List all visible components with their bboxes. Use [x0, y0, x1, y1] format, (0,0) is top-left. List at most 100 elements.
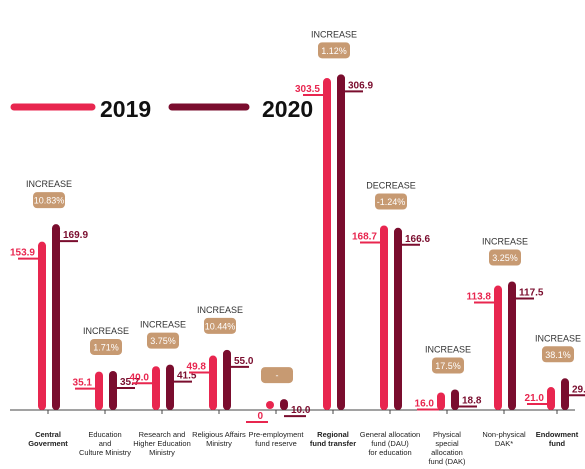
bar-group: 49.8 55.0 10.44% INCREASE Religious AffairsM…: [187, 305, 254, 448]
legend: 2019 2020: [10, 96, 313, 122]
legend-label-2019: 2019: [100, 96, 151, 122]
value-label-2020: 35.7: [120, 377, 140, 388]
category-label: Ministry: [149, 448, 175, 457]
change-label: INCREASE: [83, 326, 129, 336]
category-label: for education: [368, 448, 411, 457]
category-label: Regional: [317, 430, 349, 439]
value-label-2019: 0: [257, 411, 263, 422]
category-label: Physical: [433, 430, 461, 439]
category-label: fund (DAU): [371, 439, 409, 448]
value-label-2019: 153.9: [10, 248, 35, 259]
change-label: DECREASE: [366, 180, 416, 190]
change-value: 10.83%: [34, 196, 65, 206]
value-label-2020: 10.0: [291, 405, 311, 416]
value-label-2020: 18.8: [462, 395, 482, 406]
value-label-2019: 303.5: [295, 84, 320, 95]
category-label: fund (DAK): [428, 457, 466, 466]
bar-2020: [451, 389, 459, 410]
bar-2020: [52, 224, 60, 410]
bar-2019: [95, 371, 103, 410]
bar-2019: [494, 285, 502, 410]
category-label: Non-physical: [482, 430, 526, 439]
category-label: Religious Affairs: [192, 430, 246, 439]
change-label: INCREASE: [311, 29, 357, 39]
change-value: 1.71%: [93, 342, 119, 352]
change-value: 10.44%: [205, 321, 236, 331]
legend-label-2020: 2020: [262, 96, 313, 122]
bar-group: 35.1 35.7 1.71% INCREASE EducationandCulture…: [73, 326, 140, 457]
category-label: fund reserve: [255, 439, 297, 448]
value-label-2020: 29.0: [572, 384, 585, 395]
bar-2019: [437, 392, 445, 410]
category-label: Goverment: [28, 439, 68, 448]
category-label: and: [99, 439, 112, 448]
change-label: INCREASE: [140, 320, 186, 330]
value-label-2019: 35.1: [73, 378, 93, 389]
value-label-2020: 306.9: [348, 80, 373, 91]
value-label-2020: 166.6: [405, 234, 430, 245]
change-badge: [261, 367, 293, 384]
bar-2020: [223, 349, 231, 410]
value-label-2020: 169.9: [63, 230, 88, 241]
bar-2019: [38, 241, 46, 410]
value-label-2020: 55.0: [234, 356, 254, 367]
category-label: allocation: [431, 448, 463, 457]
bar-2019: [152, 366, 160, 410]
bar-2019: [266, 401, 274, 409]
change-badge: [33, 192, 65, 209]
bar-group: 16.0 18.8 17.5% INCREASE Physicalspecialallo…: [415, 344, 482, 466]
value-label-2020: 117.5: [519, 287, 544, 298]
category-label: DAK*: [495, 439, 513, 448]
change-label: INCREASE: [425, 344, 471, 354]
category-label: special: [435, 439, 459, 448]
value-label-2019: 113.8: [467, 292, 492, 303]
change-badge: [542, 346, 574, 363]
bar-2019: [323, 78, 331, 410]
value-label-2019: 40.0: [130, 372, 150, 383]
value-label-2020: 41.5: [177, 371, 197, 382]
bar-2019: [209, 355, 217, 410]
change-label: INCREASE: [482, 236, 528, 246]
category-label: Pre-employment: [248, 430, 304, 439]
bar-2020: [337, 74, 345, 410]
change-badge: [90, 338, 122, 355]
change-badge: [375, 193, 407, 210]
change-value: -: [276, 371, 279, 381]
change-value: 17.5%: [435, 361, 461, 371]
value-label-2019: 168.7: [352, 231, 377, 242]
bar-2020: [280, 399, 288, 410]
value-label-2019: 16.0: [415, 399, 435, 410]
bar-group: 168.7 166.6 -1.24% DECREASE General allocati…: [352, 180, 430, 457]
change-value: 3.75%: [150, 336, 176, 346]
category-label: Research and: [139, 430, 186, 439]
category-label: Ministry: [206, 439, 232, 448]
change-badge: [432, 357, 464, 374]
category-label: Higher Education: [133, 439, 191, 448]
change-badge: [489, 249, 521, 266]
category-label: fund: [549, 439, 566, 448]
bar-2019: [547, 387, 555, 410]
category-label: Education: [88, 430, 121, 439]
change-value: 3.25%: [492, 253, 518, 263]
bar-2019: [380, 225, 388, 410]
category-label: General allocation: [360, 430, 420, 439]
change-label: INCREASE: [197, 305, 243, 315]
bar-2020: [109, 370, 117, 410]
bar-groups: 153.9 169.9 10.83% INCREASE CentralGoverment…: [10, 29, 585, 466]
change-badge: [318, 42, 350, 59]
change-value: -1.24%: [377, 197, 406, 207]
change-badge: [147, 332, 179, 349]
bar-2020: [561, 378, 569, 410]
change-label: INCREASE: [26, 179, 72, 189]
category-label: Endowment: [536, 430, 579, 439]
category-label: Central: [35, 430, 61, 439]
change-badge: [204, 317, 236, 334]
value-label-2019: 21.0: [525, 393, 545, 404]
bar-2020: [166, 364, 174, 410]
